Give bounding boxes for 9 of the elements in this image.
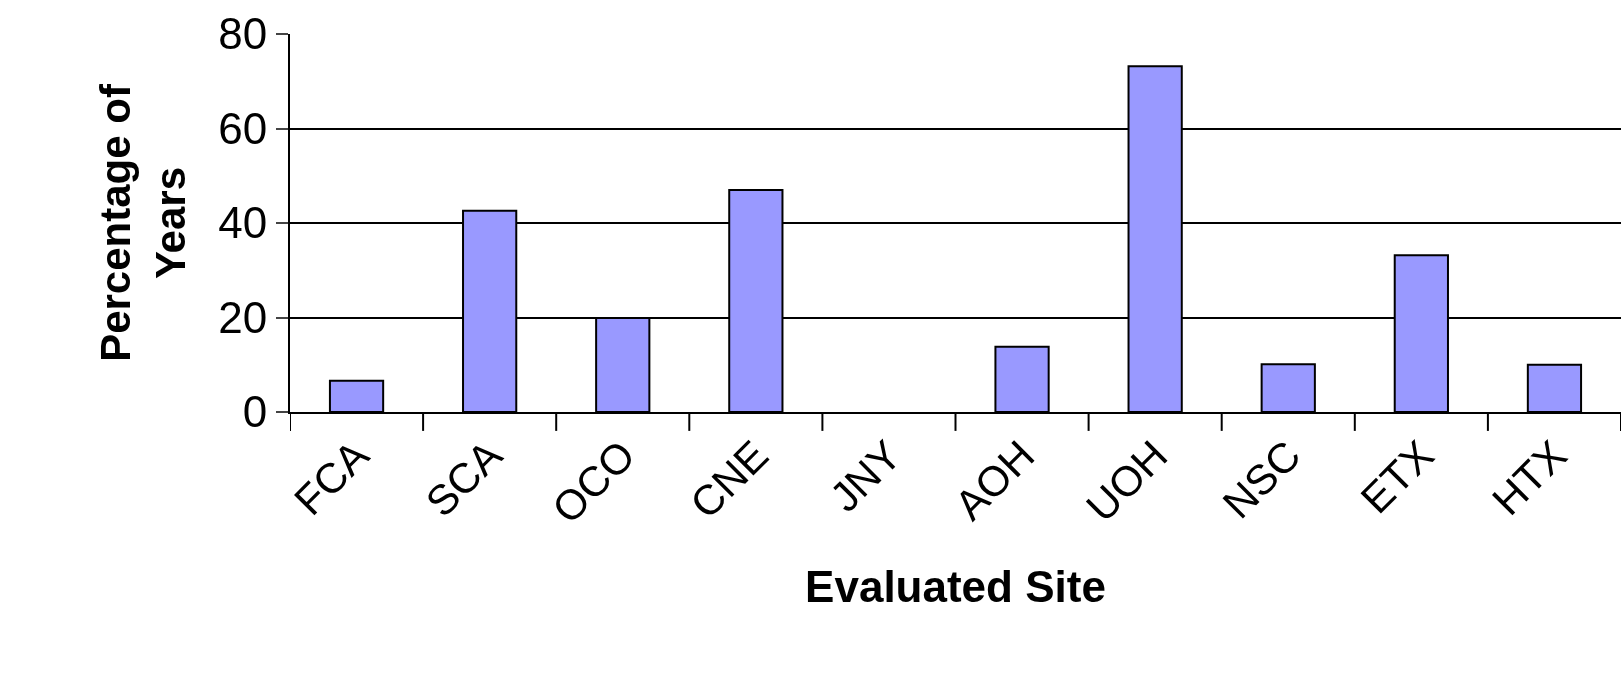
x-tick-label: FCA — [285, 431, 378, 525]
y-tick-label: 40 — [218, 198, 268, 248]
x-tick-label: SCA — [416, 431, 511, 526]
y-tick-label: 20 — [218, 292, 268, 342]
y-axis-title: Percentage of Years — [91, 83, 194, 362]
y-tick-label: 80 — [218, 9, 268, 59]
y-tick-label: 60 — [218, 103, 268, 153]
y-tick-label: 0 — [242, 387, 268, 437]
x-axis-title: Evaluated Site — [805, 562, 1106, 612]
